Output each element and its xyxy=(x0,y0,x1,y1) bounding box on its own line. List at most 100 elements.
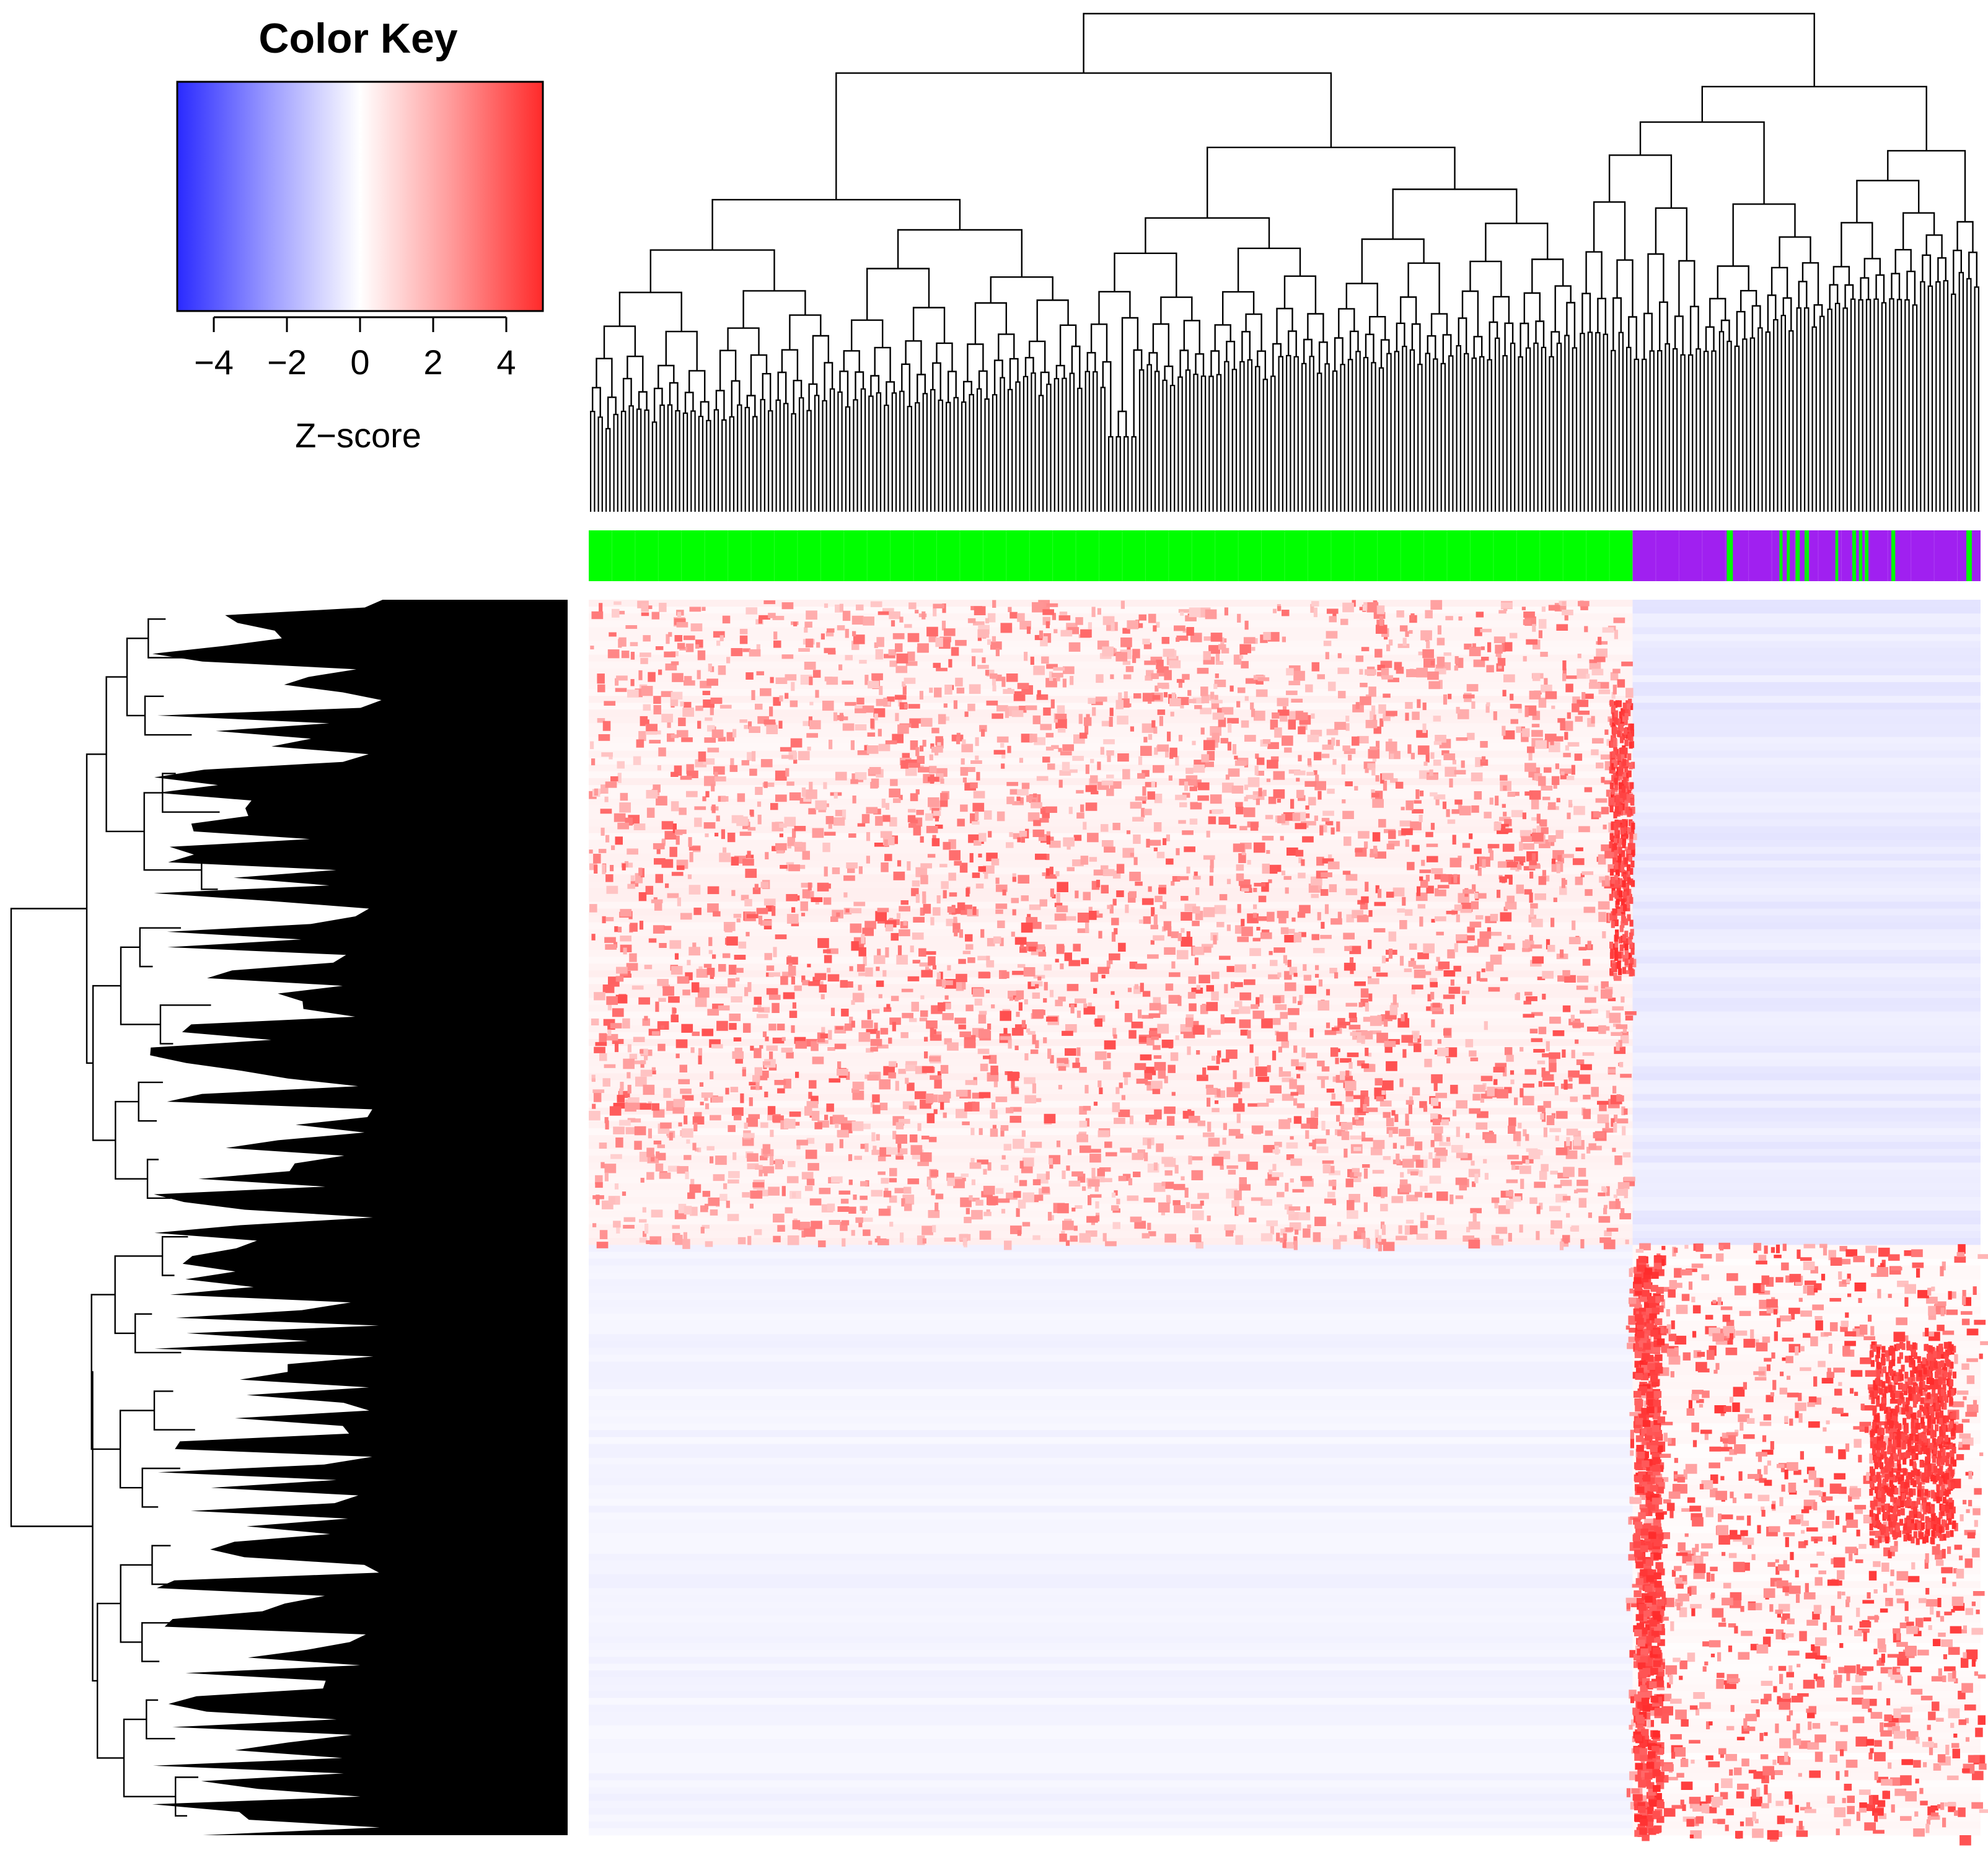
heatmap-cell xyxy=(1194,704,1202,709)
heatmap-row-bg xyxy=(1632,1533,1981,1541)
heatmap-row-bg xyxy=(589,1574,1633,1582)
heatmap-cell xyxy=(1054,903,1063,908)
heatmap-cell xyxy=(636,739,644,748)
heatmap-cell xyxy=(1257,677,1270,682)
heatmap-row-bg xyxy=(589,1066,1633,1074)
heatmap-cell xyxy=(1521,836,1533,842)
heatmap-cell xyxy=(1237,904,1241,913)
heatmap-cell xyxy=(1030,656,1034,665)
heatmap-cell xyxy=(851,1230,855,1236)
heatmap-cell xyxy=(629,1053,638,1059)
heatmap-cell xyxy=(1258,787,1262,797)
heatmap-cell xyxy=(756,1014,768,1019)
heatmap-cell xyxy=(615,1137,623,1148)
heatmap-row-bg xyxy=(1632,1746,1981,1753)
heatmap-cell xyxy=(1574,753,1583,761)
heatmap-row-bg xyxy=(589,861,1633,868)
heatmap-cell xyxy=(1226,879,1231,884)
heatmap-cell xyxy=(844,1023,853,1031)
heatmap-cell xyxy=(719,853,731,862)
heatmap-cell xyxy=(996,705,1008,712)
heatmap-row-bg xyxy=(1632,1568,1981,1575)
heatmap-cell xyxy=(801,1172,814,1180)
heatmap-cell xyxy=(772,1115,784,1123)
heatmap-cell xyxy=(1130,802,1142,809)
heatmap-cell xyxy=(1521,607,1526,610)
heatmap-cell xyxy=(1049,671,1053,681)
heatmap-row-bg xyxy=(1632,970,1981,978)
heatmap-cell xyxy=(1112,1102,1120,1113)
heatmap-cell xyxy=(1161,637,1170,644)
heatmap-cell xyxy=(616,1226,620,1234)
heatmap-cell xyxy=(758,617,763,624)
heatmap-cell xyxy=(1523,619,1531,625)
heatmap-cell xyxy=(1425,831,1433,838)
heatmap-cell xyxy=(955,639,967,646)
heatmap-cell xyxy=(1246,1161,1258,1170)
heatmap-cell xyxy=(972,906,977,915)
heatmap-cell xyxy=(938,714,946,724)
heatmap-row-bg xyxy=(1632,627,1981,634)
heatmap-row-bg xyxy=(1632,1307,1981,1314)
heatmap-cell xyxy=(884,854,892,861)
heatmap-cell xyxy=(845,702,856,706)
heatmap-cell xyxy=(1111,991,1115,995)
heatmap-cell xyxy=(1322,1160,1334,1164)
heatmap-cell xyxy=(1562,610,1573,616)
heatmap-cell xyxy=(1012,877,1016,882)
heatmap-cell xyxy=(921,970,933,978)
heatmap-cell xyxy=(1047,1048,1052,1059)
heatmap-cell xyxy=(1566,776,1575,781)
heatmap-cell xyxy=(653,1140,662,1145)
heatmap-cell xyxy=(1454,665,1458,671)
dendrogram-branch xyxy=(1523,292,1541,323)
heatmap-cell xyxy=(1431,868,1443,874)
heatmap-cell xyxy=(590,741,594,750)
dendrogram-leaf-pair xyxy=(1378,367,1384,512)
heatmap-cell xyxy=(1412,809,1423,813)
heatmap-cell xyxy=(595,1175,603,1185)
heatmap-cell xyxy=(1508,1117,1516,1127)
heatmap-cell xyxy=(1471,1160,1475,1166)
dendrogram-leaf-pair xyxy=(1726,340,1732,512)
heatmap-cell xyxy=(1102,616,1115,625)
heatmap-cell xyxy=(1168,1064,1176,1073)
heatmap-cell xyxy=(1157,709,1166,715)
heatmap-cell xyxy=(643,704,651,711)
heatmap-cell xyxy=(788,965,796,976)
heatmap-cell xyxy=(659,602,667,612)
heatmap-cell xyxy=(1288,1022,1297,1030)
heatmap-cell xyxy=(983,1055,991,1059)
heatmap-row-bg xyxy=(1632,696,1981,703)
heatmap-cell xyxy=(786,781,794,786)
heatmap-cell xyxy=(1290,1092,1298,1096)
dendrogram-leaf-pair xyxy=(1084,371,1090,512)
heatmap-cell xyxy=(889,1017,901,1025)
heatmap-cell xyxy=(794,985,802,991)
heatmap-cell xyxy=(1203,740,1215,750)
heatmap-cell xyxy=(1423,1105,1428,1112)
heatmap-row-bg xyxy=(589,1011,1633,1019)
dendrogram-leaf-pair xyxy=(1889,298,1894,512)
heatmap-cell xyxy=(964,1035,976,1042)
heatmap-cell xyxy=(960,804,968,812)
heatmap-cell xyxy=(972,988,985,997)
heatmap-cell xyxy=(715,986,728,994)
heatmap-cell xyxy=(1347,1210,1358,1219)
heatmap-cell xyxy=(1606,1010,1610,1019)
heatmap-cell xyxy=(620,936,631,942)
dendrogram-leaf-pair xyxy=(1618,331,1624,512)
dendrogram-leaf-pair xyxy=(1920,281,1925,512)
heatmap-cell xyxy=(995,1096,1008,1102)
heatmap-cell xyxy=(1532,832,1544,842)
heatmap-cell xyxy=(1024,1148,1036,1153)
dendrogram-leaf-pair xyxy=(1603,333,1608,512)
heatmap-cell xyxy=(910,793,918,802)
heatmap-cell xyxy=(951,647,959,656)
heatmap-cell xyxy=(1203,636,1216,641)
heatmap-cell xyxy=(874,713,878,721)
heatmap-row-bg xyxy=(1632,1128,1981,1136)
heatmap-cell xyxy=(1380,1204,1388,1212)
heatmap-cell xyxy=(681,737,693,742)
heatmap-cell xyxy=(828,823,832,829)
